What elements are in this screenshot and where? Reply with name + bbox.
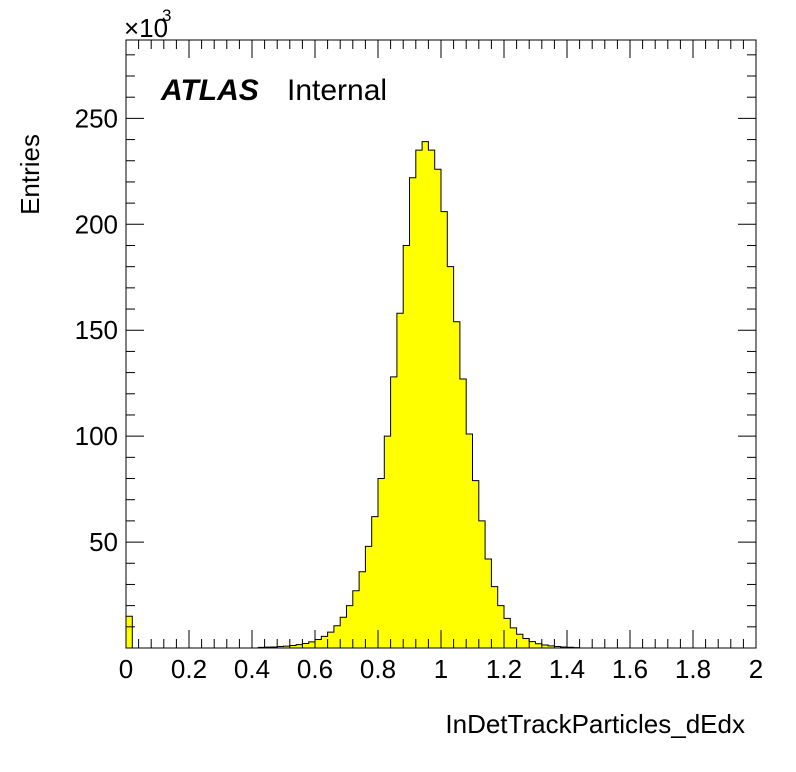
histogram-bar — [554, 646, 561, 648]
histogram-bar — [126, 616, 133, 648]
histogram-bar — [485, 559, 492, 648]
x-tick-label: 2 — [749, 654, 763, 684]
x-tick-label: 1.8 — [675, 654, 711, 684]
histogram-bar — [321, 636, 328, 648]
y-tick-label: 200 — [75, 209, 118, 239]
histogram-bar — [510, 627, 517, 648]
histogram-bar — [535, 643, 543, 648]
histogram-bar — [434, 169, 442, 648]
histogram-bar — [302, 643, 309, 648]
histogram-bar — [453, 321, 461, 648]
atlas-label: ATLAS — [160, 74, 259, 107]
x-tick-label: 1 — [434, 654, 448, 684]
histogram-bar — [441, 211, 448, 648]
histogram-bar — [422, 141, 429, 649]
histogram-bar — [333, 625, 341, 648]
histogram-bar — [308, 641, 316, 648]
histogram-bar — [346, 605, 354, 648]
y-tick-label: 150 — [75, 315, 118, 345]
histogram-bar — [516, 634, 524, 648]
histogram-bar — [466, 434, 473, 648]
x-tick-label: 0.8 — [360, 654, 396, 684]
histogram-bar — [365, 546, 372, 648]
histogram-bar — [472, 480, 480, 648]
histogram-bar — [541, 645, 549, 648]
histogram-bar — [522, 638, 530, 648]
histogram-bar — [459, 378, 467, 648]
histogram-bar — [277, 646, 284, 648]
histogram-bar — [447, 266, 454, 648]
y-tick-labels: 50 100 150 200 250 — [75, 103, 118, 557]
histogram-bar — [352, 590, 360, 648]
histogram-bar — [283, 646, 291, 648]
y-tick-label: 250 — [75, 103, 118, 133]
histogram-bar — [497, 605, 505, 648]
x-tick-label: 1.2 — [486, 654, 522, 684]
x-tick-label: 1.6 — [612, 654, 648, 684]
histogram-bar — [409, 177, 417, 648]
histogram-bar — [390, 376, 398, 648]
plot-frame — [125, 39, 757, 649]
histogram-bar — [371, 516, 379, 648]
histogram-bar — [560, 646, 568, 648]
histogram-bar — [289, 645, 297, 648]
x-tick-label: 1.4 — [549, 654, 585, 684]
histogram-bar — [315, 639, 322, 648]
histogram-bar — [415, 150, 423, 648]
histogram-bar — [478, 520, 486, 648]
histogram-bar — [270, 646, 278, 648]
y-tick-label: 50 — [89, 527, 118, 557]
histogram-bar — [491, 586, 498, 648]
internal-label: Internal — [287, 74, 387, 107]
x-tick-label: 0.2 — [171, 654, 207, 684]
histogram-bar — [396, 313, 404, 648]
y-multiplier-exponent: 3 — [162, 6, 171, 25]
histogram-bar — [529, 641, 536, 648]
histogram-bar — [548, 645, 555, 648]
histogram-bar — [504, 618, 511, 648]
x-axis-title: InDetTrackParticles_dEdx — [445, 709, 745, 739]
x-tick-labels: 0 0.2 0.4 0.6 0.8 1 1.2 1.4 1.6 1.8 2 — [119, 654, 763, 684]
y-multiplier: ×10 — [124, 13, 168, 43]
y-tick-label: 100 — [75, 421, 118, 451]
histogram-bar — [428, 150, 435, 648]
histogram-bar — [296, 644, 303, 648]
histogram-bar — [403, 245, 410, 649]
histogram-bars — [125, 141, 756, 649]
histogram-bar — [340, 617, 347, 648]
histogram-bar — [378, 478, 385, 648]
histogram-bar — [327, 632, 335, 648]
histogram-bar — [359, 571, 366, 648]
histogram-bar — [384, 436, 391, 648]
y-axis-title: Entries — [15, 134, 45, 215]
x-tick-label: 0.6 — [297, 654, 333, 684]
x-tick-label: 0.4 — [234, 654, 270, 684]
x-tick-label: 0 — [119, 654, 133, 684]
